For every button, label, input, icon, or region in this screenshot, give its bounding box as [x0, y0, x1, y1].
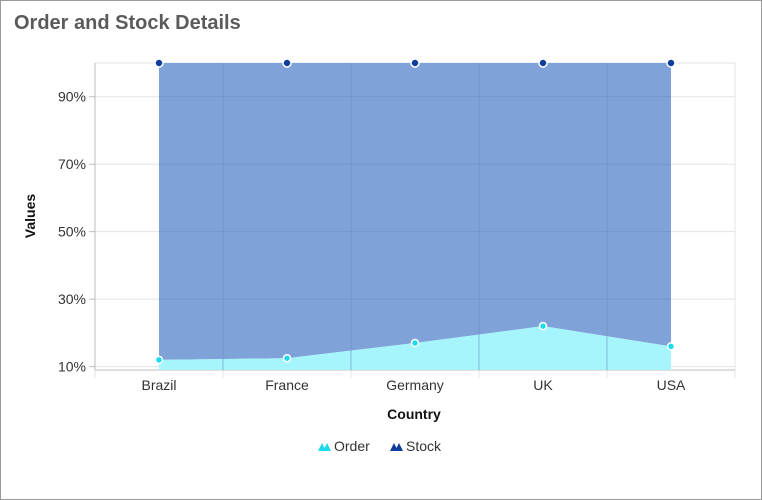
series-areas [159, 63, 671, 370]
y-tick-label: 10% [58, 359, 86, 375]
order-point[interactable] [412, 340, 419, 347]
stock-point[interactable] [155, 59, 163, 67]
order-point[interactable] [540, 323, 547, 330]
stock-point[interactable] [411, 59, 419, 67]
x-tick-label: Brazil [141, 377, 176, 393]
order-point[interactable] [156, 356, 163, 363]
x-tick-label: Germany [386, 377, 444, 393]
y-axis-ticks: 10% 30% 50% 70% 90% [58, 89, 86, 375]
x-axis-title: Country [387, 406, 441, 422]
legend-area-icon [323, 443, 331, 451]
legend: Order Stock [318, 438, 442, 454]
stock-point[interactable] [667, 59, 675, 67]
order-point[interactable] [284, 355, 291, 362]
y-tick-label: 70% [58, 156, 86, 172]
stock-point[interactable] [539, 59, 547, 67]
legend-label: Stock [406, 438, 442, 454]
legend-item-order[interactable]: Order [318, 438, 370, 454]
y-tick-label: 30% [58, 291, 86, 307]
legend-area-icon [395, 443, 403, 451]
y-tick-label: 50% [58, 224, 86, 240]
y-axis-title: Values [22, 194, 38, 239]
stock-area [159, 63, 671, 360]
x-axis-ticks: Brazil France Germany UK USA [141, 377, 686, 393]
legend-item-stock[interactable]: Stock [390, 438, 442, 454]
legend-label: Order [334, 438, 370, 454]
x-tick-label: France [265, 377, 309, 393]
x-tick-label: USA [657, 377, 686, 393]
order-point[interactable] [668, 343, 675, 350]
x-tick-label: UK [533, 377, 553, 393]
stock-point[interactable] [283, 59, 291, 67]
y-tick-label: 90% [58, 89, 86, 105]
